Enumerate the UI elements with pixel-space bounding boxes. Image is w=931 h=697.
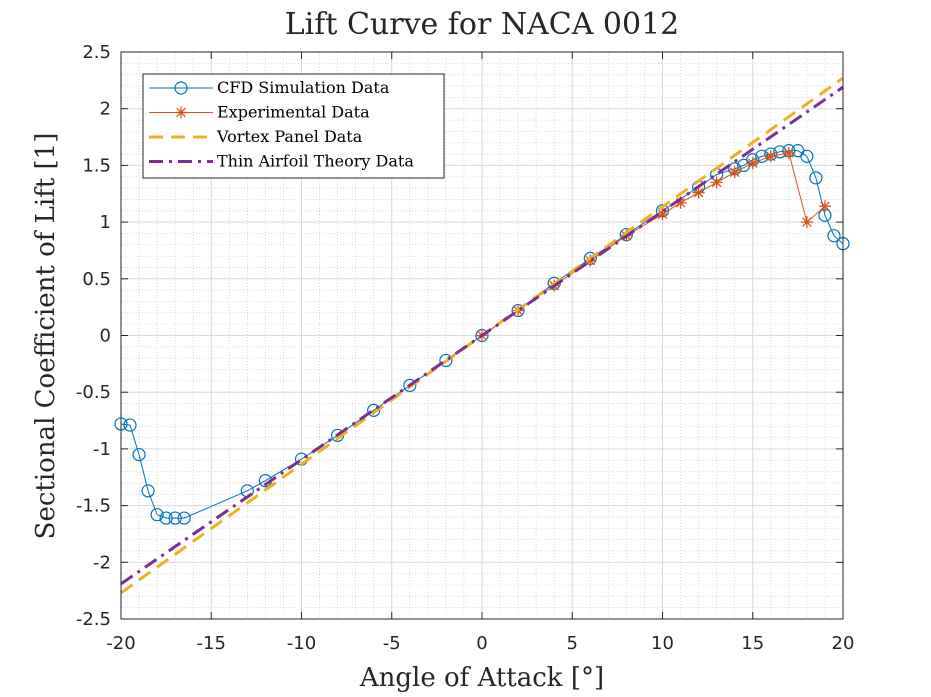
x-tick-label: 20 [832,633,855,654]
star-stroke [675,198,686,208]
experimental-data-point [728,166,741,179]
y-tick-label: 0 [100,326,111,347]
legend-label: CFD Simulation Data [217,78,390,97]
y-tick-label: -1.5 [76,496,111,517]
cfd-data-point [403,378,417,392]
star-stroke [784,148,794,158]
cfd-data-point [177,511,191,525]
series-4 [120,85,844,586]
y-tick-label: -2 [93,552,111,573]
chart-title: Lift Curve for NACA 0012 [285,7,680,42]
cfd-data-point [150,508,164,522]
y-tick-label: -0.5 [76,382,111,403]
experimental-data-point [764,150,777,163]
thin-airfoil-line [120,85,844,586]
experimental-data-point [818,200,831,213]
series-layer [114,76,850,595]
x-tick-label: -20 [106,633,135,654]
y-tick-label: -1 [93,439,111,460]
experimental-data-point [175,106,187,119]
legend-label: Vortex Panel Data [216,127,363,146]
legend-label: Thin Airfoil Theory Data [217,152,414,171]
legend-label: Experimental Data [217,103,370,122]
star-stroke [711,177,722,188]
star-stroke [693,187,704,198]
y-axis-label: Sectional Coefficient of Lift [1] [31,133,61,540]
cfd-data-point [141,484,155,498]
cfd-data-point [174,81,188,95]
cfd-data-point [168,511,182,525]
cfd-data-point [132,447,146,462]
experimental-data-point [782,146,795,159]
y-tick-label: 2.5 [82,42,111,63]
y-axis-ticks: -2.5 -2 -1.5 -1 -0.5 0 0.5 1 1.5 2 2.5 [76,42,843,630]
x-axis-label: Angle of Attack [°] [359,663,604,693]
y-tick-label: -2.5 [76,609,111,630]
x-tick-label: 5 [567,633,578,654]
cfd-data-point [439,353,453,368]
experimental-data-point [800,216,813,229]
y-tick-label: 1.5 [82,155,111,176]
x-tick-label: -5 [383,633,401,654]
experimental-data-point [656,208,669,221]
cfd-data-point [123,418,137,432]
star-stroke [657,209,668,219]
cfd-data-point [809,171,823,185]
y-tick-label: 2 [100,99,111,120]
x-axis-ticks: -20 -15 -10 -5 0 5 10 15 20 [106,52,854,654]
legend: CFD Simulation Data Experimental Data Vort… [142,73,445,179]
x-tick-label: 0 [476,633,487,654]
x-tick-label: -15 [197,633,226,654]
star-stroke [766,151,776,162]
cfd-data-point [773,145,787,159]
star-stroke [176,107,186,118]
x-tick-label: 10 [651,633,674,654]
star-stroke [802,217,812,227]
experimental-data-point [710,176,723,189]
star-stroke [729,167,740,177]
x-tick-label: 15 [741,633,764,654]
cfd-data-point [827,229,841,243]
cfd-data-point [367,403,381,417]
y-tick-label: 1 [100,212,111,233]
star-stroke [820,201,830,212]
x-tick-label: -10 [287,633,316,654]
star-stroke [747,158,758,168]
cfd-data-point [800,149,814,163]
legend-box [142,73,445,179]
cfd-data-point [159,511,173,525]
y-tick-label: 0.5 [82,269,111,290]
experimental-data-point [746,157,759,170]
